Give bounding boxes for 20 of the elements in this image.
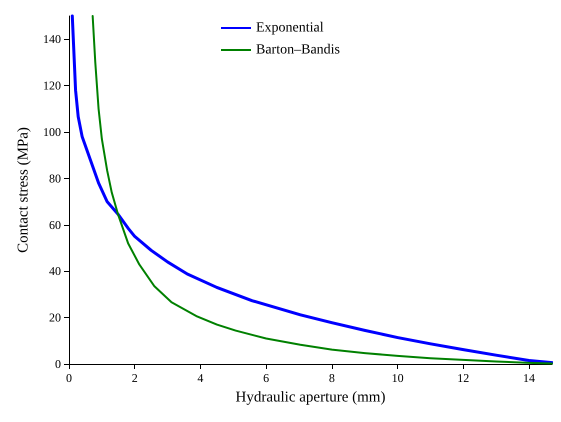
y-tick-label: 100 xyxy=(43,125,61,139)
x-tick-label: 10 xyxy=(392,371,404,385)
y-tick-label: 40 xyxy=(49,264,61,278)
y-tick-label: 20 xyxy=(49,310,61,325)
x-tick-label: 6 xyxy=(263,371,270,385)
x-tick-label: 2 xyxy=(132,371,138,385)
y-tick-label: 80 xyxy=(49,171,61,186)
x-tick-label: 14 xyxy=(523,371,535,385)
y-tick-label: 0 xyxy=(55,357,61,371)
legend-label: Barton–Bandis xyxy=(256,42,340,58)
x-tick-label: 12 xyxy=(457,371,470,385)
y-tick-label: 120 xyxy=(43,78,61,93)
x-axis-title: Hydraulic aperture (mm) xyxy=(236,390,386,406)
y-tick-label: 60 xyxy=(49,218,61,232)
x-tick-label: 4 xyxy=(197,371,204,385)
y-tick-label: 140 xyxy=(43,32,61,46)
x-tick-label: 8 xyxy=(328,371,335,385)
legend-label: Exponential xyxy=(256,20,324,36)
x-tick-label: 0 xyxy=(66,371,72,385)
y-axis-title: Contact stress (MPa) xyxy=(16,127,32,253)
